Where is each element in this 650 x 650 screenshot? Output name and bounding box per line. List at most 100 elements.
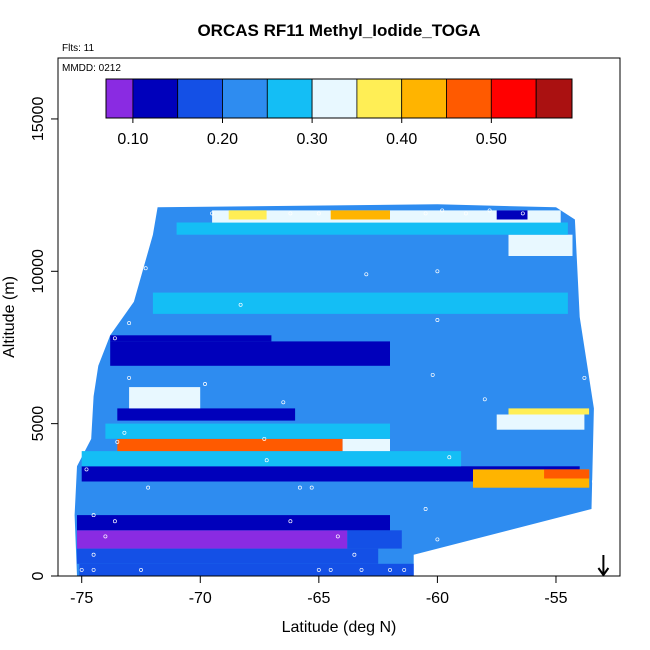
sample-point (112, 519, 117, 524)
heatmap-band (117, 438, 343, 452)
heatmap-band (77, 548, 379, 564)
sample-point (482, 397, 487, 402)
down-arrow-icon (597, 555, 610, 577)
colorbar-bin (105, 78, 134, 119)
sample-point (112, 336, 117, 341)
colorbar: 0.10 0.20 0.30 0.40 0.50 (105, 78, 573, 148)
sample-point (115, 439, 120, 444)
sample-point (423, 211, 428, 216)
heatmap-band (347, 530, 402, 549)
heatmap-band (110, 341, 390, 366)
colorbar-bin (132, 78, 179, 119)
colorbar-tick-label: 0.40 (386, 131, 417, 148)
y-tick-label: 15000 (30, 97, 47, 142)
sample-point (264, 458, 269, 463)
sample-point (335, 534, 340, 539)
sample-point (122, 430, 127, 435)
heatmap-band (176, 222, 568, 235)
x-tick-label: -65 (307, 590, 330, 607)
x-tick-label: -60 (426, 590, 449, 607)
heatmap-band (496, 210, 528, 220)
sample-point (238, 302, 243, 307)
chart-title: ORCAS RF11 Methyl_Iodide_TOGA (197, 21, 480, 40)
sample-point (203, 382, 207, 386)
colorbar-bin (356, 78, 403, 119)
colorbar-bin (266, 78, 313, 119)
heatmap-band (117, 408, 296, 421)
heatmap-band (544, 469, 590, 479)
colorbar-tick-label: 0.30 (297, 131, 328, 148)
sample-point (440, 208, 445, 213)
heatmap-band (342, 438, 390, 452)
sample-point (591, 479, 596, 484)
x-axis-label: Latitude (deg N) (282, 619, 397, 636)
sample-point (297, 485, 302, 490)
sample-point (388, 567, 392, 572)
sample-point (352, 552, 357, 557)
heatmap-band (110, 335, 272, 342)
heatmap-layer (74, 204, 594, 577)
sample-point (288, 211, 293, 216)
y-tick-label: 5000 (30, 406, 47, 442)
sample-point (127, 375, 132, 380)
x-tick-label: -75 (70, 590, 93, 607)
x-axis: -75 -70 -65 -60 -55 (70, 576, 568, 607)
colorbar-tick-label: 0.10 (117, 131, 148, 148)
colorbar-bin (177, 78, 223, 119)
x-tick-label: -70 (189, 590, 212, 607)
heatmap-band (81, 451, 462, 467)
sample-point (143, 266, 148, 271)
sample-point (309, 485, 314, 490)
heatmap-band (81, 466, 580, 482)
y-tick-label: 0 (30, 571, 47, 580)
heatmap-band (508, 408, 590, 415)
heatmap-band (508, 234, 573, 256)
date-label: MMDD: 0212 (62, 63, 121, 74)
sample-point (359, 567, 364, 572)
arrow-head (597, 567, 610, 577)
heatmap-band (330, 210, 390, 220)
sample-point (91, 567, 96, 572)
colorbar-bin (490, 78, 537, 119)
sample-point (328, 567, 333, 572)
sample-point (139, 567, 143, 572)
y-tick-label: 10000 (30, 249, 47, 294)
heatmap-band (496, 414, 585, 430)
colorbar-bin (535, 78, 573, 119)
sample-point (463, 211, 468, 216)
colorbar-bin (222, 78, 268, 119)
sample-point (316, 211, 321, 216)
sample-point (84, 467, 89, 472)
heatmap-band (152, 246, 521, 263)
heatmap-band (77, 530, 348, 549)
heatmap-band (105, 423, 391, 439)
sample-point (262, 436, 267, 441)
sample-point (210, 211, 215, 216)
sample-point (91, 552, 96, 557)
sample-point (288, 519, 293, 524)
heatmap-band (79, 563, 414, 576)
colorbar-frame (105, 78, 573, 119)
heatmap-band (152, 292, 568, 314)
sample-point (316, 567, 321, 572)
sample-point (435, 537, 440, 542)
sample-point (281, 400, 286, 405)
heatmap-band (129, 387, 201, 409)
flights-label: Flts: 11 (62, 43, 94, 54)
sample-point (435, 318, 440, 322)
sample-point (487, 208, 492, 213)
sample-point (430, 372, 435, 377)
colorbar-bin (311, 78, 358, 119)
colorbar-tick-label: 0.20 (207, 131, 238, 148)
sample-point (103, 534, 108, 539)
sample-point (447, 455, 452, 460)
colorbar-bin (401, 78, 447, 119)
heatmap-band (77, 515, 390, 531)
y-axis-label: Altitude (m) (1, 276, 18, 358)
sample-point (402, 567, 407, 572)
sample-point (91, 513, 96, 518)
heatmap-band (228, 210, 267, 220)
sample-points (79, 208, 596, 572)
y-axis: 0 5000 10000 15000 (30, 97, 58, 580)
